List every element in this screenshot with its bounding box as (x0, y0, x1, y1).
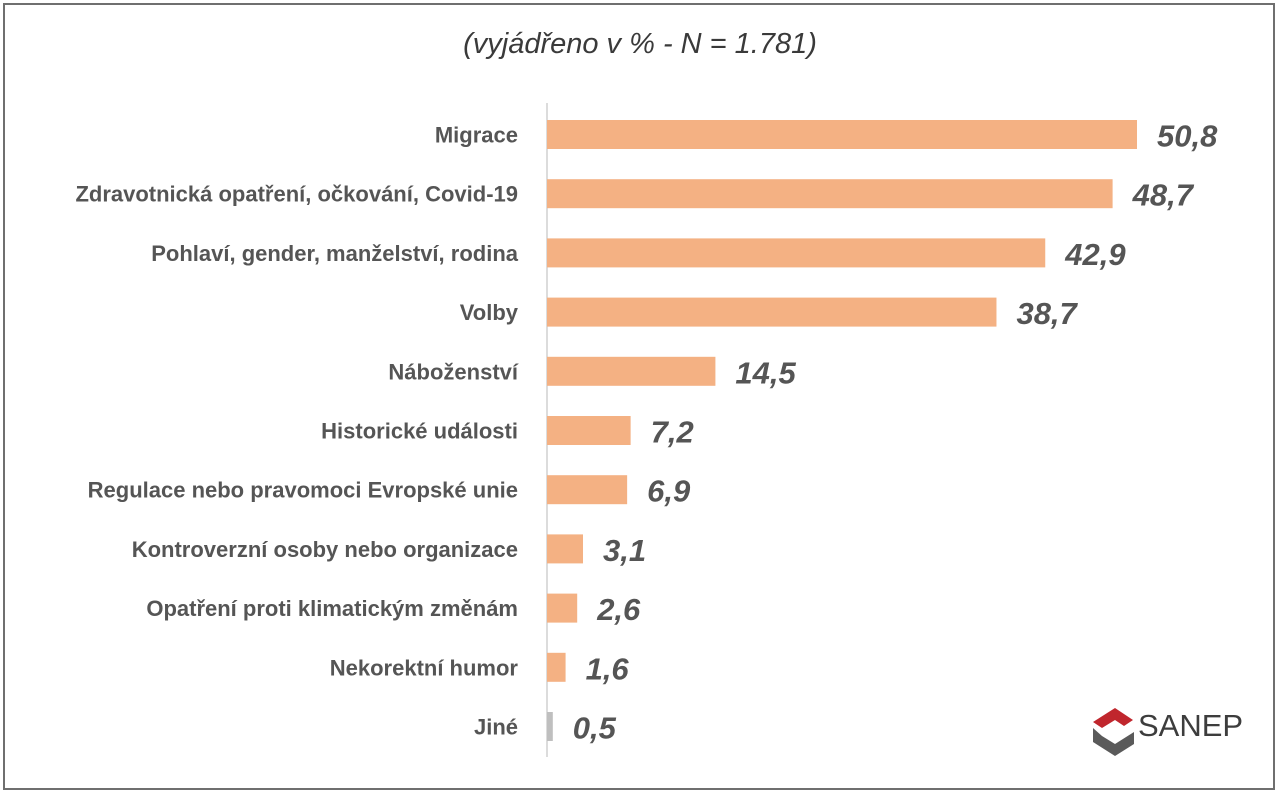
category-label: Nekorektní humor (330, 655, 519, 680)
category-label: Regulace nebo pravomoci Evropské unie (88, 478, 518, 503)
bar (547, 238, 1046, 268)
category-label: Zdravotnická opatření, očkování, Covid-1… (75, 182, 518, 207)
value-label: 50,8 (1157, 119, 1218, 154)
value-label: 48,7 (1132, 178, 1195, 213)
bar (547, 593, 578, 623)
bar (547, 416, 631, 445)
value-label: 7,2 (651, 415, 694, 450)
category-label: Kontroverzní osoby nebo organizace (132, 537, 518, 562)
value-label: 42,9 (1064, 237, 1126, 272)
category-label: Jiné (474, 715, 518, 740)
value-label: 2,6 (596, 592, 641, 627)
bar (547, 712, 553, 741)
sanep-logo-icon (1093, 708, 1134, 756)
value-label: 38,7 (1016, 296, 1078, 331)
value-label: 1,6 (586, 651, 630, 686)
bar (547, 179, 1113, 209)
category-label: Opatření proti klimatickým změnám (146, 596, 518, 621)
logo-text: SANEP (1138, 708, 1244, 743)
value-label: 6,9 (647, 474, 691, 509)
bar (547, 120, 1137, 149)
category-label: Pohlaví, gender, manželství, rodina (151, 241, 519, 266)
bar (547, 356, 716, 386)
value-label: 0,5 (573, 711, 617, 746)
category-label: Náboženství (388, 359, 518, 384)
bar (547, 534, 584, 564)
category-label: Volby (460, 300, 519, 325)
bar (547, 652, 566, 682)
value-label: 14,5 (735, 355, 796, 390)
value-label: 3,1 (603, 533, 646, 568)
bar (547, 475, 628, 505)
category-label: Historické události (321, 419, 518, 444)
category-label: Migrace (435, 123, 518, 148)
chart-subtitle: (vyjádřeno v % - N = 1.781) (463, 28, 817, 60)
bar (547, 297, 997, 327)
